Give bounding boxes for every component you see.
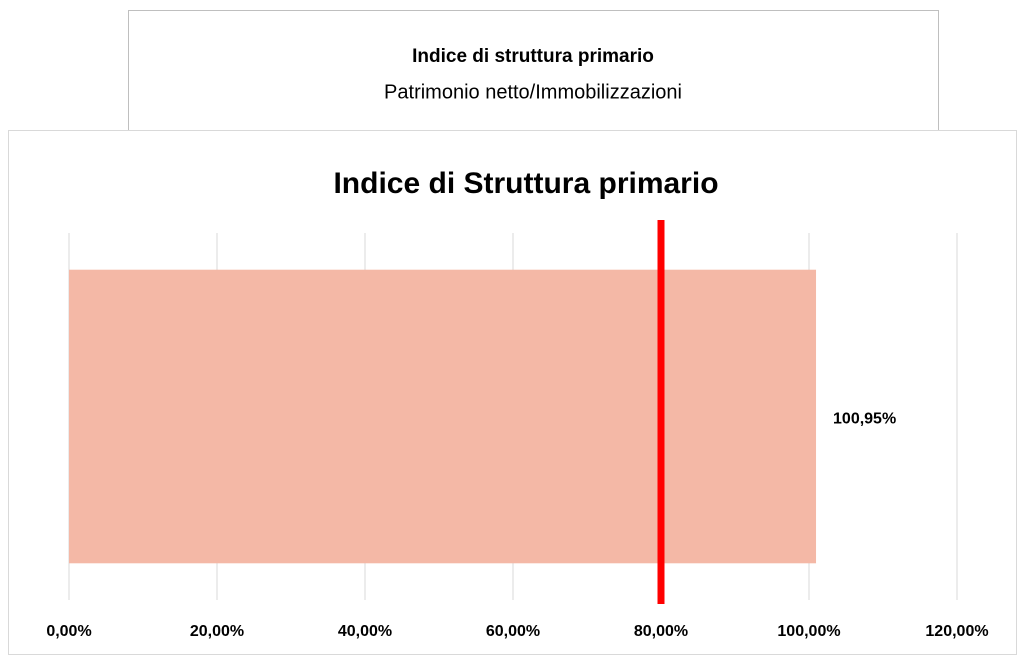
x-tick-label: 0,00% xyxy=(46,623,91,640)
x-tick-label: 120,00% xyxy=(925,623,988,640)
x-tick-label: 20,00% xyxy=(190,623,244,640)
x-tick-label: 60,00% xyxy=(486,623,540,640)
header-subtitle: Patrimonio netto/Immobilizzazioni xyxy=(384,81,682,103)
x-tick-label: 80,00% xyxy=(634,623,688,640)
x-tick-label: 40,00% xyxy=(338,623,392,640)
chart-title: Indice di Struttura primario xyxy=(333,167,718,200)
data-label: 100,95% xyxy=(833,411,896,428)
bar xyxy=(69,269,817,564)
header-box xyxy=(128,10,939,134)
header-title: Indice di struttura primario xyxy=(412,46,654,67)
x-tick-label: 100,00% xyxy=(777,623,840,640)
